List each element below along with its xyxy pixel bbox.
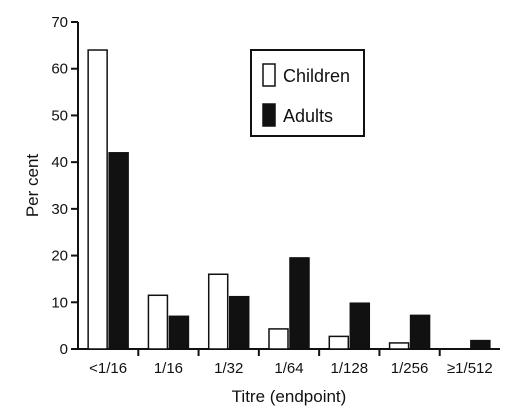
y-tick-group: 0 10 20 30 40 50 60 70 (51, 14, 78, 358)
bar-adults (228, 295, 250, 350)
bar-adults (289, 257, 310, 350)
bar-adults (108, 152, 129, 350)
x-tick-label: 1/128 (331, 360, 369, 377)
x-axis-label: Titre (endpoint) (232, 387, 347, 406)
x-tick-label: 1/16 (154, 360, 183, 377)
legend-label-adults: Adults (283, 106, 333, 126)
y-tick-label: 0 (60, 341, 68, 358)
bar-children (87, 49, 108, 350)
y-tick-label: 10 (51, 294, 68, 311)
x-tick-label: ≥1/512 (447, 360, 493, 377)
bar-children (328, 335, 350, 350)
x-tick-label: 1/64 (274, 360, 303, 377)
legend-swatch-adults (262, 103, 276, 127)
bar-adults (409, 314, 431, 350)
x-tick-group: <1/16 1/16 1/32 1/64 1/128 1/256 ≥1/512 (89, 349, 493, 377)
x-tick-label: 1/256 (391, 360, 429, 377)
bar-children (147, 294, 169, 350)
y-tick-label: 50 (51, 107, 68, 124)
bar-children (388, 342, 410, 350)
bar-group (87, 49, 491, 350)
y-axis-label: Per cent (23, 154, 42, 218)
y-tick-label: 20 (51, 248, 68, 265)
bar-adults (168, 315, 190, 350)
legend-swatch-children (262, 63, 276, 87)
bar-adults (349, 302, 371, 350)
y-tick-label: 40 (51, 154, 68, 171)
legend: Children Adults (250, 49, 365, 137)
bar-children (268, 328, 289, 350)
x-tick-label: <1/16 (89, 360, 127, 377)
legend-label-children: Children (283, 66, 350, 86)
x-tick-label: 1/32 (214, 360, 243, 377)
y-tick-label: 70 (51, 14, 68, 31)
bar-adults (470, 339, 491, 350)
bar-children (207, 273, 229, 350)
y-tick-label: 30 (51, 201, 68, 218)
y-tick-label: 60 (51, 61, 68, 78)
